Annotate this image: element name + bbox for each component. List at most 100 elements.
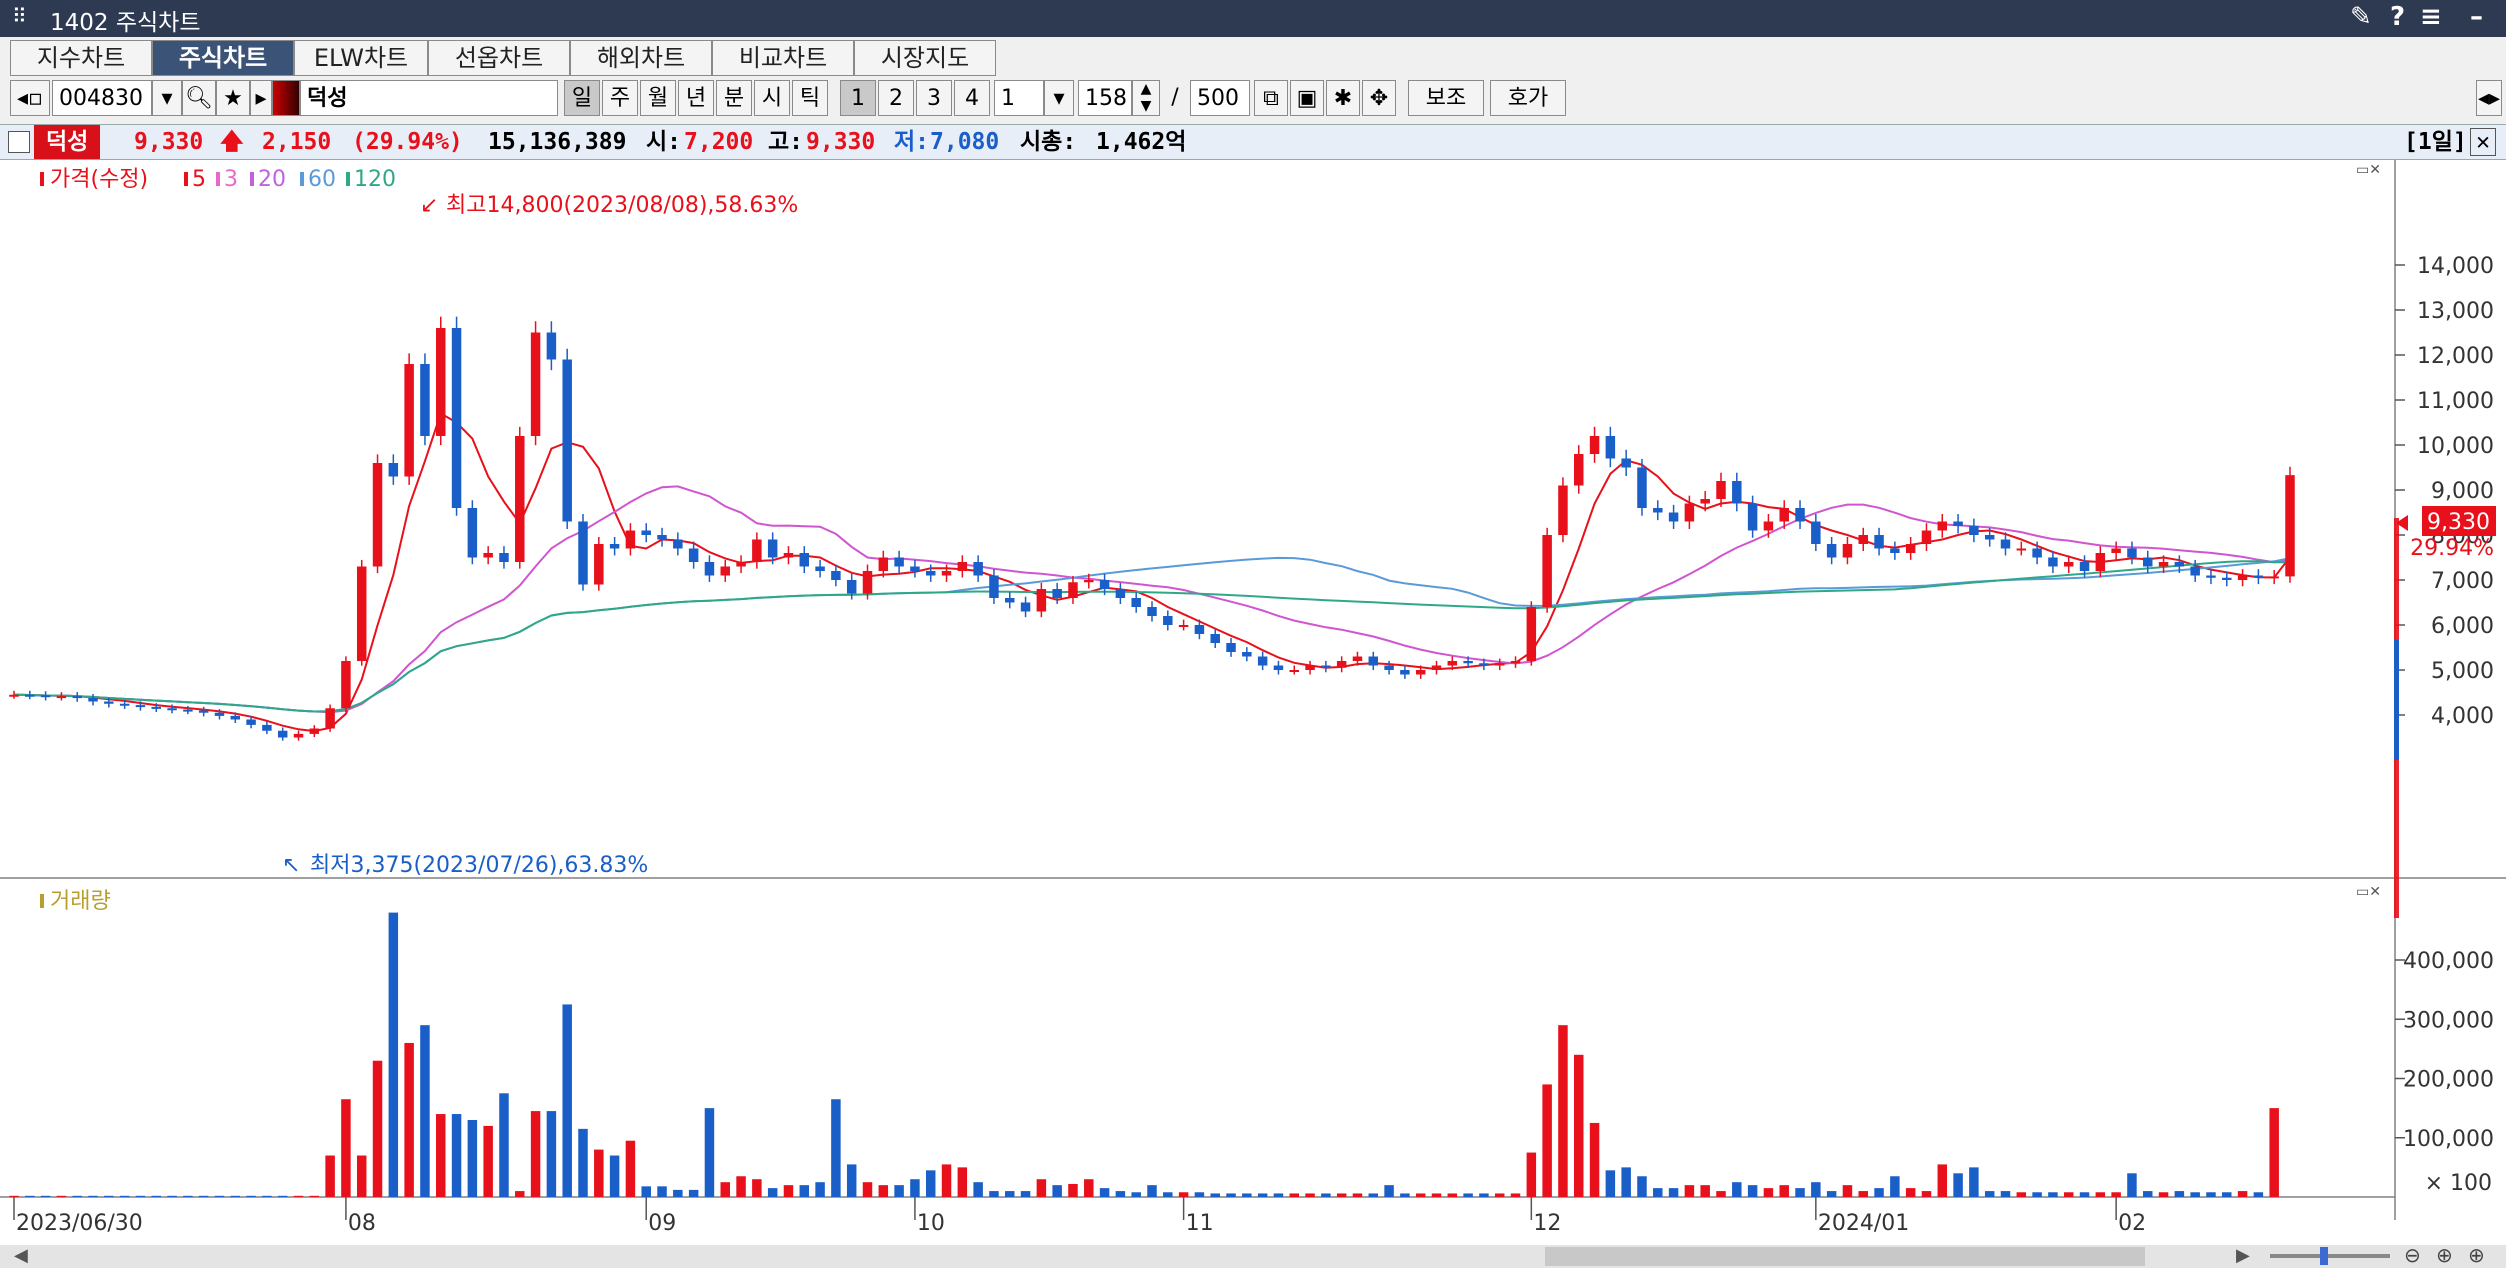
candle-body [736,562,746,567]
period-year-button[interactable]: 년 [678,80,714,116]
period-minute-button[interactable]: 분 [716,80,752,116]
volume-bar [1589,1122,1600,1197]
x-tick-label: 02 [2118,1211,2146,1236]
interval-3-button[interactable]: 3 [916,80,952,116]
scrollbar-thumb[interactable] [1545,1247,2145,1266]
volume-bar [1826,1191,1837,1197]
scroll-right-arrow-icon[interactable]: ▶ [2236,1245,2250,1266]
zoom-fit-icon[interactable]: ⊖ [2404,1243,2421,1267]
candle-body [546,332,557,360]
period-tick-button[interactable]: 틱 [792,80,828,116]
period-month-button[interactable]: 월 [640,80,676,116]
volume-bar [1574,1054,1584,1197]
candle-body [657,535,667,540]
chart-svg[interactable]: 14,00013,00012,00011,00010,0009,0008,000… [0,160,2506,1268]
count-spinner[interactable]: ▲ ▼ [1132,80,1160,116]
price-panel-minimize-icon[interactable]: ▭✕ [2356,162,2381,178]
volume-bar [1890,1176,1900,1197]
info-rate: (29.94%) [352,129,463,155]
candle-body [1890,548,1900,553]
candle-body [530,332,541,436]
select-checkbox[interactable] [8,131,30,153]
count-input[interactable]: 158 [1078,80,1132,116]
volume-bar [1479,1193,1489,1197]
save-icon[interactable]: ▣ [1290,80,1324,116]
volume-bar [1653,1188,1663,1197]
candle-body [2158,562,2169,567]
zoom-out-icon[interactable]: ⊕ [2468,1243,2485,1267]
interval-2-button[interactable]: 2 [878,80,914,116]
candle-body [25,694,35,697]
legend-ma5: 5 [192,167,206,192]
info-open-label: 시: [646,129,682,155]
info-cap: 1,462억 [1096,129,1187,155]
expand-panel-icon[interactable]: ◂▸ [2476,80,2502,116]
horizontal-scrollbar[interactable]: ◀ ▶ ⊖ ⊕ ⊕ [0,1243,2506,1268]
code-dropdown-icon[interactable]: ▾ [152,80,182,116]
candle-body [1621,458,1631,468]
favorite-star-icon[interactable]: ★ [216,80,250,116]
new-window-icon[interactable]: ⧉ [1254,80,1288,116]
volume-bar [2269,1108,2279,1197]
candle-body [1526,607,1537,661]
stock-code-input[interactable]: 004830 [52,80,152,116]
volume-bar [704,1108,715,1197]
tab-compare-chart[interactable]: 비교차트 [712,40,854,76]
interval-dropdown-icon[interactable]: ▾ [1044,80,1074,116]
volume-bar [1747,1185,1758,1197]
minimize-icon[interactable]: – [2470,2,2483,32]
toolbar: ◂▫ 004830 ▾ 🔍︎ ★ ▸ 덕성 일 주 월 년 분 시 틱 1 2 … [0,80,2506,122]
settings-gear-icon[interactable]: ✱ [1326,80,1360,116]
aux-button[interactable]: 보조 [1408,80,1484,116]
volume-panel-minimize-icon[interactable]: ▭✕ [2356,884,2381,900]
volume-bar [436,1114,446,1197]
candle-body [420,364,430,436]
stock-name-field[interactable]: 덕성 [300,80,558,116]
quote-button[interactable]: 호가 [1490,80,1566,116]
tab-stock-chart[interactable]: 주식차트 [152,40,294,76]
candle-body [1005,598,1015,603]
period-day-button[interactable]: 일 [564,80,600,116]
candle-body [1874,535,1884,549]
period-hour-button[interactable]: 시 [754,80,790,116]
interval-4-button[interactable]: 4 [954,80,990,116]
candle-body [1384,665,1394,670]
current-rate-label: 29.94% [2410,536,2494,561]
tab-elw-chart[interactable]: ELW차트 [294,40,428,76]
total-input[interactable]: 500 [1190,80,1250,116]
candle-body [483,553,493,558]
volume-bar [973,1182,983,1197]
close-chart-icon[interactable]: ✕ [2470,128,2496,156]
candle-body [957,562,968,571]
tab-overseas-chart[interactable]: 해외차트 [570,40,712,76]
prev-stock-button[interactable]: ◂▫ [10,80,50,116]
help-icon[interactable]: ? [2390,2,2406,32]
zoom-slider[interactable] [2270,1254,2390,1258]
zoom-slider-handle[interactable] [2320,1247,2328,1265]
candle-body [262,724,272,731]
candle-body [404,364,414,477]
period-week-button[interactable]: 주 [602,80,638,116]
next-stock-icon[interactable]: ▸ [250,80,272,116]
chart-area[interactable]: 14,000 13,000 12,000 11,000 10,000 9,000 8,000… [0,160,2506,1268]
volume-bar [1352,1193,1363,1197]
tab-futures-chart[interactable]: 선옵차트 [428,40,570,76]
move-icon[interactable]: ✥ [1362,80,1396,116]
info-change: 2,150 [262,129,332,155]
tab-index-chart[interactable]: 지수차트 [10,40,152,76]
scroll-left-icon[interactable]: ◀ [14,1245,28,1266]
volume-bar [1036,1179,1047,1197]
volume-bar [957,1167,968,1197]
info-high: 9,330 [806,129,876,155]
volume-bar [1005,1191,1015,1197]
candle-body [246,719,256,725]
zoom-in-icon[interactable]: ⊕ [2436,1243,2453,1267]
candle-body [167,708,177,711]
search-icon[interactable]: 🔍︎ [182,80,216,116]
menu-icon[interactable]: ≡ [2420,2,2442,32]
interval-1-button[interactable]: 1 [840,80,876,116]
pin-icon[interactable]: ✎ [2350,2,2372,32]
interval-select[interactable]: 1 [994,80,1044,116]
tab-market-map[interactable]: 시장지도 [854,40,996,76]
volume-bar [1684,1185,1695,1197]
